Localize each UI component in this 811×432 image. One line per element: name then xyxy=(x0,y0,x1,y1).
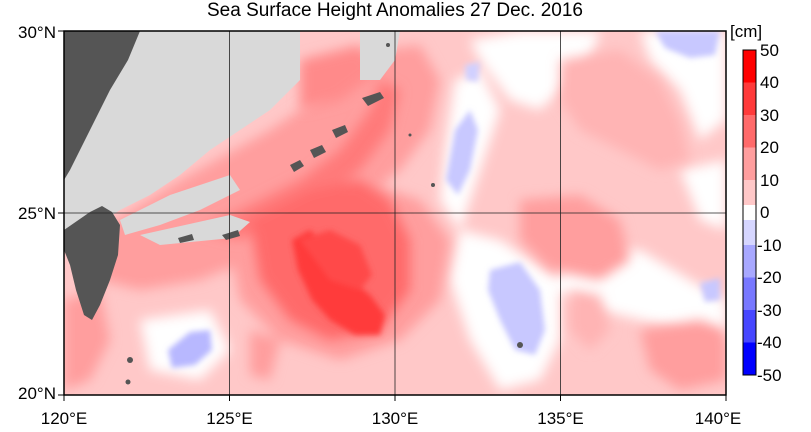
x-tick-label: 135°E xyxy=(537,409,584,428)
land xyxy=(64,31,400,245)
negative-anomaly-0-minus10 xyxy=(168,31,720,368)
colorbar-label: -30 xyxy=(757,301,782,320)
colorbar xyxy=(742,49,757,376)
colorbar-label: -20 xyxy=(757,268,782,287)
x-tick-label: 125°E xyxy=(206,409,253,428)
east-china-sea-shelf xyxy=(120,175,240,235)
frame-ticks xyxy=(58,30,727,401)
colorbar-label: 30 xyxy=(760,106,779,125)
ryukyu-islands xyxy=(125,43,523,385)
x-tick-label: 130°E xyxy=(371,409,419,428)
colorbar-label: -10 xyxy=(757,236,782,255)
okinawa-shelf xyxy=(140,215,250,245)
y-tick-label: 30°N xyxy=(18,23,56,42)
map-field xyxy=(64,31,726,395)
colorbar-unit: [cm] xyxy=(730,22,763,41)
china-coast xyxy=(64,31,300,240)
colorbar-label: 50 xyxy=(760,41,779,60)
x-tick-label: 120°E xyxy=(40,409,88,428)
y-tick-label: 20°N xyxy=(18,384,56,403)
y-tick-label: 25°N xyxy=(18,204,56,223)
grid-lines xyxy=(64,31,726,395)
colorbar-label: 40 xyxy=(760,73,779,92)
kyushu xyxy=(360,31,400,80)
x-tick-label: 140°E xyxy=(694,409,742,428)
colorbar-label: 20 xyxy=(760,138,779,157)
taiwan xyxy=(64,31,140,320)
colorbar-label: 0 xyxy=(760,203,770,222)
colorbar-label: -50 xyxy=(757,366,782,385)
colorbar-label: 10 xyxy=(760,171,779,190)
map-title: Sea Surface Height Anomalies 27 Dec. 201… xyxy=(206,0,583,21)
positive-anomaly-30-40 xyxy=(292,230,385,335)
colorbar-label: -40 xyxy=(757,333,782,352)
